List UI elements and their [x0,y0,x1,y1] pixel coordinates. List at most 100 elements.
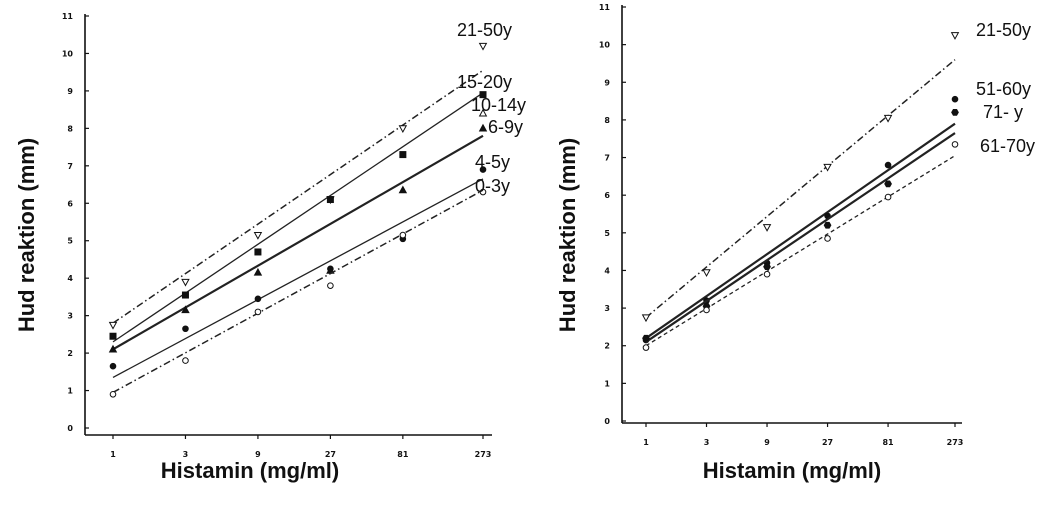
data-point [883,114,893,123]
series-label: 10-14y [471,95,526,115]
series-label: 61-70y [980,136,1035,156]
regression-line [112,189,484,394]
data-point [326,196,334,204]
data-point [479,166,487,173]
y-tick-label: 9 [604,78,610,87]
x-tick-label: 1 [110,450,116,459]
x-tick-label: 27 [325,450,336,459]
y-tick-label: 4 [604,266,610,275]
data-point [327,265,334,273]
data-point [254,308,262,316]
series-label: 21-50y [976,20,1031,40]
data-point [478,42,488,51]
data-point [951,95,959,103]
data-point [399,231,407,239]
data-point [884,193,892,201]
series-label: 21-50y [457,20,512,40]
x-tick-label: 81 [882,438,894,447]
x-tick-label: 9 [255,450,261,459]
data-point [253,267,263,276]
y-tick-label: 5 [67,237,73,246]
data-point [109,390,117,398]
y-tick-label: 1 [67,387,73,396]
y-axis-title: Hud reaktion (mm) [14,138,39,332]
regression-line [645,59,956,319]
data-point [884,161,892,169]
data-point [478,108,488,117]
y-tick-label: 6 [67,199,73,208]
y-tick-label: 11 [599,3,611,12]
y-tick-label: 1 [604,379,610,388]
data-point [253,232,263,240]
data-point [763,263,771,271]
y-tick-label: 9 [67,87,73,96]
data-point [478,123,488,132]
data-point [182,357,189,364]
data-point [109,362,117,370]
data-point [254,295,262,303]
x-tick-label: 1 [643,438,649,447]
regression-line [645,132,956,343]
x-tick-label: 3 [183,450,189,459]
series-label: 51-60y [976,79,1031,99]
data-point [109,332,117,340]
data-point [398,185,408,194]
data-point [642,334,650,342]
data-point [824,235,831,242]
y-tick-label: 10 [62,49,74,58]
y-tick-label: 0 [67,424,73,433]
series-label: 71- y [983,102,1023,122]
data-point [182,325,189,333]
data-point [181,278,190,287]
data-point [479,188,487,196]
data-point [641,314,651,323]
data-point [181,305,190,314]
regression-line [645,122,956,340]
data-point [762,224,772,232]
data-point [254,248,262,256]
y-tick-label: 8 [604,116,610,125]
y-tick-label: 11 [62,12,74,21]
data-point [398,125,408,134]
y-axis-title: Hud reaktion (mm) [555,138,580,332]
data-point [950,32,960,40]
series-label: 6-9y [488,117,523,137]
x-axis-title: Histamin (mg/ml) [161,458,339,483]
data-point [702,269,711,277]
data-point [108,344,118,353]
data-point [951,141,959,148]
data-point [181,291,189,299]
regression-line [645,155,956,347]
data-point [884,180,892,188]
y-tick-label: 6 [604,191,610,200]
data-point [703,306,710,314]
x-tick-label: 273 [475,450,492,459]
x-axis-title: Histamin (mg/ml) [703,458,881,483]
y-tick-label: 3 [604,304,610,313]
y-tick-label: 7 [604,154,610,163]
y-tick-label: 5 [604,229,610,238]
data-point [642,344,650,351]
data-point [823,221,832,229]
y-tick-label: 0 [604,417,610,426]
data-point [823,163,832,172]
regression-line [112,92,484,343]
regression-line [112,69,484,324]
x-tick-label: 3 [704,438,710,447]
regression-line [112,134,484,351]
data-point [399,151,407,159]
data-point [108,321,118,330]
y-tick-label: 8 [67,124,73,133]
series-label: 15-20y [457,72,512,92]
y-tick-label: 2 [604,342,610,351]
y-tick-label: 3 [67,312,73,321]
data-point [327,282,334,289]
series-label: 4-5y [475,152,510,172]
y-tick-label: 2 [67,349,73,358]
x-tick-label: 27 [822,438,833,447]
x-tick-label: 81 [397,450,409,459]
y-tick-label: 4 [67,274,73,283]
data-point [479,91,487,99]
